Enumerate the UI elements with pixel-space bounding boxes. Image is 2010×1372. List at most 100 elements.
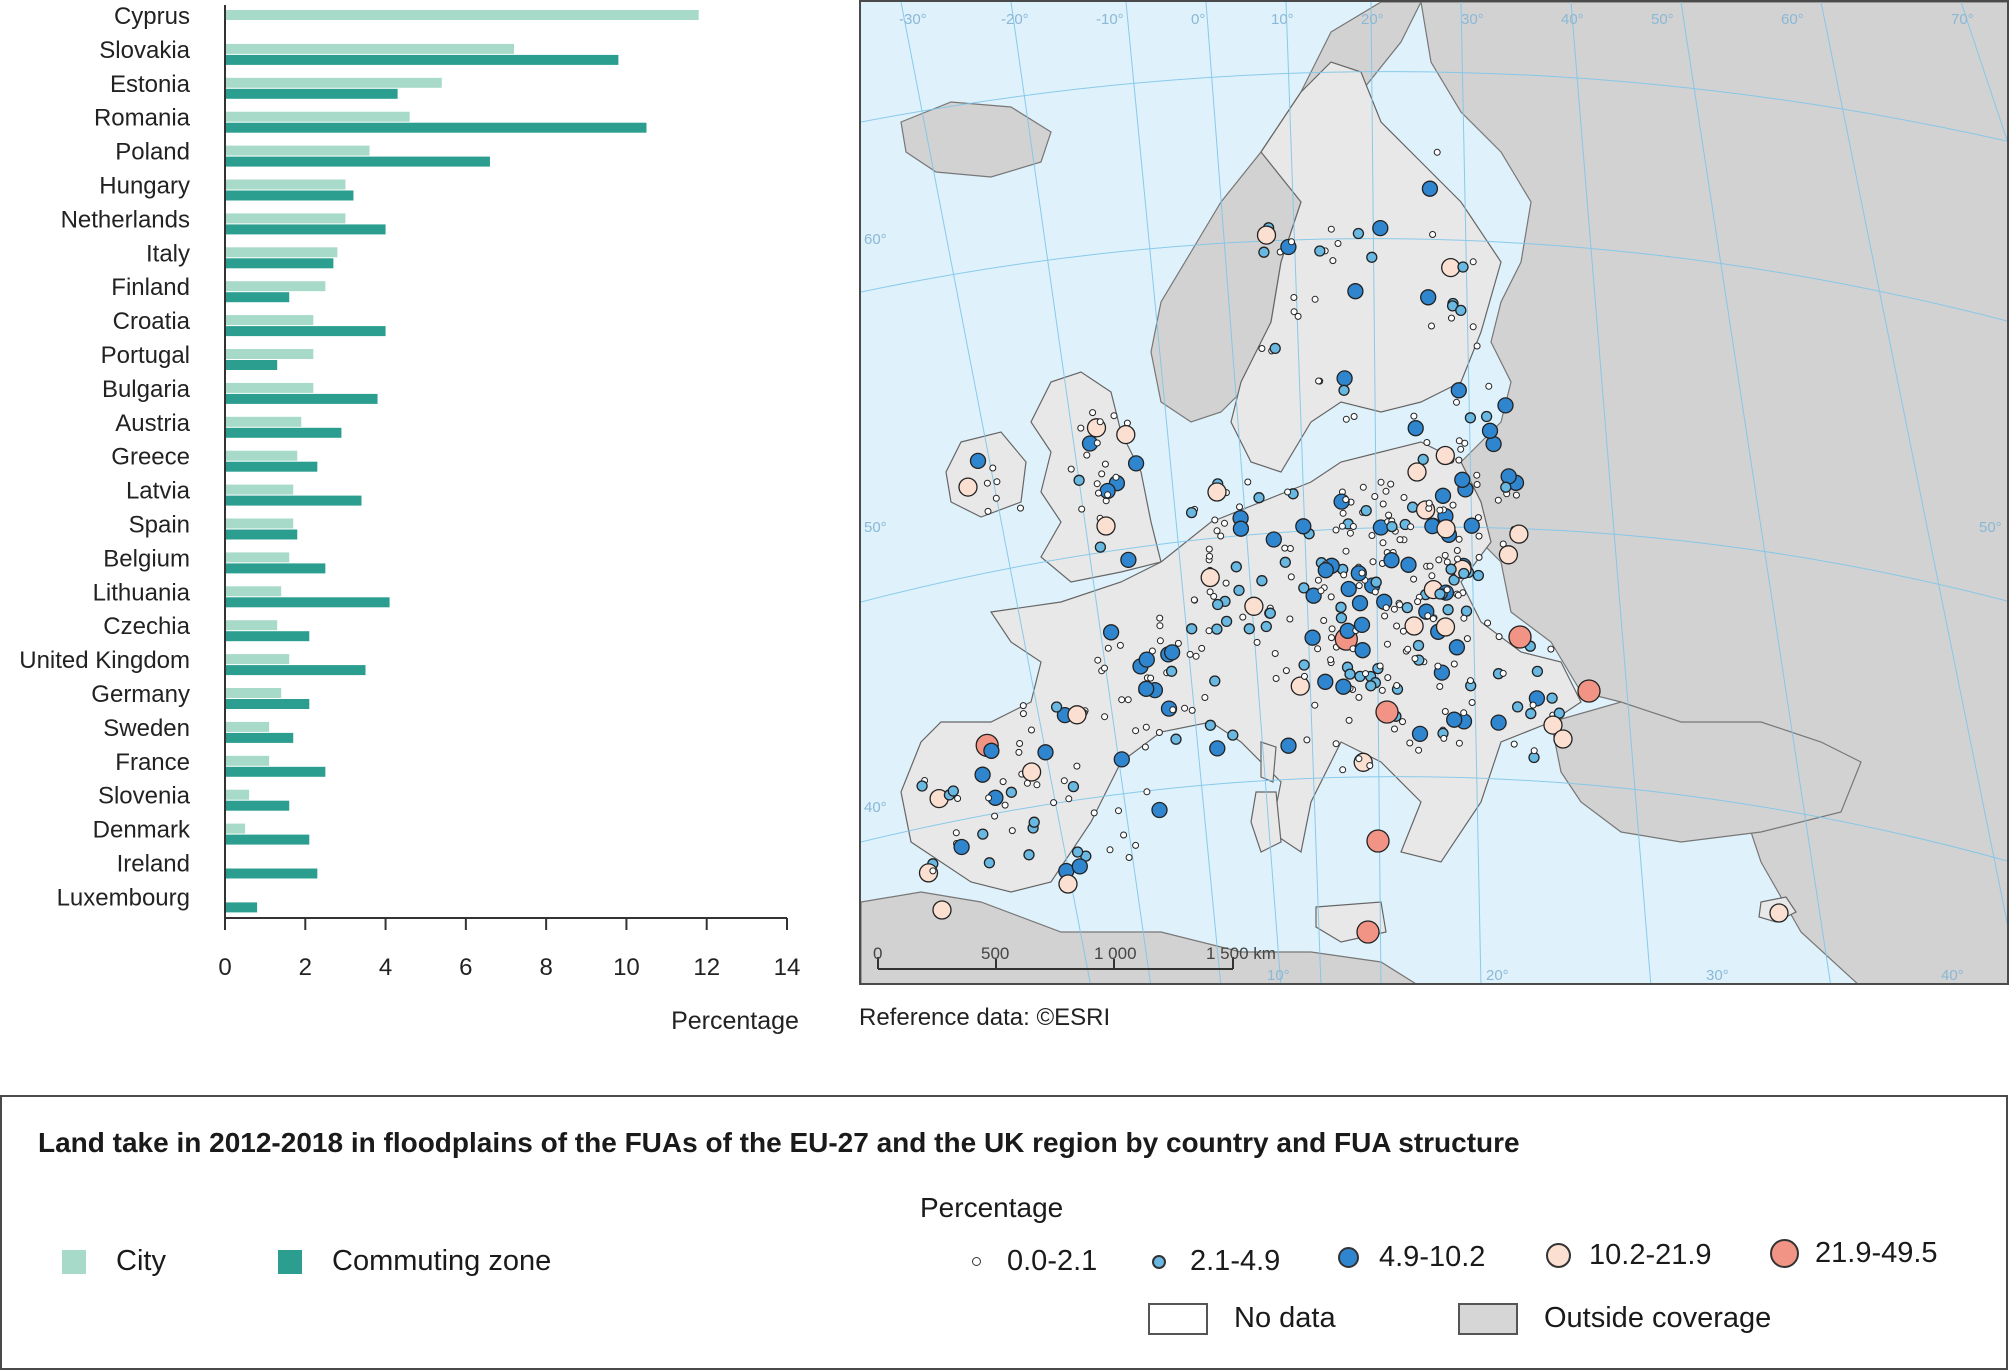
fua-point xyxy=(1386,520,1398,533)
legend-class-1: 0.0-2.1 xyxy=(972,1245,1097,1278)
fua-point xyxy=(1288,238,1295,246)
fua-point xyxy=(1379,539,1387,547)
scale-label-1000: 1 000 xyxy=(1094,944,1137,963)
fua-point xyxy=(1407,420,1424,437)
category-label: Estonia xyxy=(110,71,191,98)
fua-point xyxy=(952,829,960,837)
fua-point-large xyxy=(1356,920,1380,944)
graticule-labels: -30° -20° -10° 0° 10° 20° 30° 40° 50° 60° 70° 60° 50… xyxy=(864,11,2002,983)
fua-point xyxy=(1327,593,1335,601)
fua-point xyxy=(1443,558,1451,566)
fua-point xyxy=(1473,342,1481,350)
bar-city xyxy=(225,315,314,326)
category-label: Portugal xyxy=(101,342,190,369)
longitude-label: 10° xyxy=(1271,11,1294,28)
x-tick-label: 8 xyxy=(539,954,552,981)
fua-point xyxy=(1124,696,1132,704)
fua-point xyxy=(1420,289,1437,306)
fua-point xyxy=(1317,562,1334,579)
meridian-line xyxy=(1125,2,1222,983)
fua-point xyxy=(999,778,1007,786)
fua-point xyxy=(1060,777,1068,785)
fua-point xyxy=(1188,706,1196,714)
legend-class-5: 21.9-49.5 xyxy=(1770,1237,1938,1270)
bar-city xyxy=(225,586,282,597)
fua-point xyxy=(1450,382,1467,399)
fua-point xyxy=(1314,576,1322,584)
fua-point xyxy=(1410,575,1418,583)
fua-point xyxy=(1120,551,1137,569)
fua-point xyxy=(1067,705,1087,725)
legend-label-city: City xyxy=(116,1245,166,1277)
fua-point xyxy=(1436,506,1444,514)
fua-point xyxy=(1372,219,1389,237)
fua-point xyxy=(1089,409,1097,417)
fua-point xyxy=(1021,762,1042,782)
fua-point xyxy=(1530,747,1538,755)
sweden-finland xyxy=(1230,61,1502,473)
fua-point xyxy=(929,867,937,875)
x-tick-label: 6 xyxy=(459,954,472,981)
fua-point xyxy=(1210,592,1218,600)
fua-point xyxy=(1221,519,1228,527)
north-africa xyxy=(861,891,1416,983)
bar-commuting-zone xyxy=(225,834,310,845)
fua-point xyxy=(1484,619,1492,627)
fua-point xyxy=(985,794,993,802)
fua-point xyxy=(1369,558,1377,566)
fua-point xyxy=(1286,615,1294,623)
bar-city xyxy=(225,111,410,122)
fua-point xyxy=(1500,481,1512,493)
fua-point xyxy=(1304,629,1321,646)
fua-point xyxy=(1359,483,1367,491)
category-labels: Cyprus Slovakia Estonia Romania Poland Hungar… xyxy=(19,3,191,911)
fua-point xyxy=(1147,674,1155,682)
fua-point xyxy=(1339,766,1347,774)
fua-point xyxy=(1305,587,1322,604)
fua-point xyxy=(1426,562,1434,570)
continental-europe xyxy=(900,441,1582,893)
fua-point xyxy=(1338,522,1346,530)
meridian-line xyxy=(1570,2,1652,983)
fua-point xyxy=(1480,410,1493,423)
fua-point xyxy=(1345,716,1353,724)
fua-point xyxy=(1429,231,1437,238)
fua-point xyxy=(1494,496,1502,504)
fua-point xyxy=(1019,702,1027,710)
fua-point xyxy=(954,795,962,802)
fua-point xyxy=(1201,694,1209,701)
fua-point xyxy=(1441,551,1449,559)
fua-point xyxy=(1467,677,1474,685)
fua-point xyxy=(1433,148,1441,156)
fua-point xyxy=(1328,634,1335,642)
fua-point xyxy=(1115,807,1122,815)
fua-point xyxy=(1460,709,1468,717)
fua-point xyxy=(1391,725,1398,733)
category-label: Denmark xyxy=(93,817,191,844)
fua-point xyxy=(953,838,970,856)
fua-point xyxy=(1222,579,1230,587)
fua-point xyxy=(1327,225,1335,233)
bar-commuting-zone xyxy=(225,156,490,167)
fua-point xyxy=(1112,473,1120,481)
fua-point xyxy=(1163,644,1181,661)
fua-point xyxy=(1340,580,1357,598)
fua-points xyxy=(916,148,1789,944)
legend-item-city: City xyxy=(62,1245,166,1278)
bar-city xyxy=(225,247,338,258)
fua-point xyxy=(1454,591,1462,599)
fua-point xyxy=(1512,491,1520,499)
fua-point xyxy=(1354,642,1371,659)
legend-label-class-3: 4.9-10.2 xyxy=(1379,1241,1486,1273)
fua-point xyxy=(1232,520,1250,537)
fua-point xyxy=(1378,686,1386,694)
fua-point xyxy=(916,780,928,792)
fua-point xyxy=(1329,257,1337,265)
bar-city xyxy=(225,77,442,88)
category-label: Netherlands xyxy=(61,206,190,233)
fua-point xyxy=(1384,640,1391,648)
legend-class-4: 10.2-21.9 xyxy=(1546,1239,1712,1272)
fua-point xyxy=(1353,616,1371,634)
fua-point xyxy=(1116,641,1124,649)
fua-point xyxy=(1142,723,1150,731)
